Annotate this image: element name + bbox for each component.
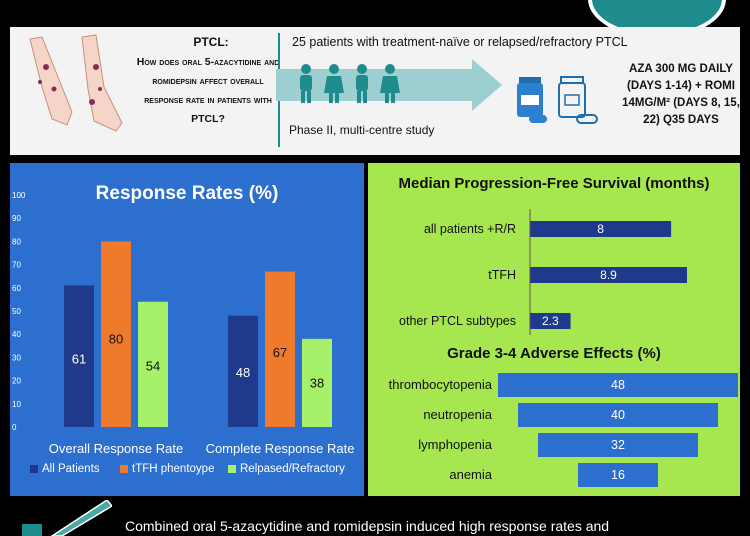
pfs-value-label: 8.9 (600, 268, 617, 282)
pfs-category-label: all patients +R/R (424, 222, 516, 236)
bar-value-label: 38 (310, 375, 324, 390)
y-tick-label: 10 (12, 400, 21, 409)
y-tick-label: 40 (12, 330, 21, 339)
outcomes-panel: Median Progression-Free Survival (months… (368, 163, 740, 496)
y-tick-label: 80 (12, 237, 21, 246)
ae-bar (498, 373, 738, 397)
legend-all-patients: All Patients (30, 463, 100, 475)
study-design: Phase II, multi-centre study (289, 123, 435, 137)
response-rates-panel: Response Rates (%) 0 10 20 30 40 50 60 70 80 90 10… (10, 163, 364, 496)
y-tick-label: 90 (12, 214, 21, 223)
patients-arrow-icon (276, 59, 502, 111)
ae-category-label: lymphopenia (418, 437, 492, 452)
pfs-bar (530, 313, 571, 329)
dose-regimen: AZA 300 MG DAILY (DAYS 1-14) + ROMI 14MG… (622, 63, 740, 126)
study-population: 25 patients with treatment-naïve or rela… (292, 35, 628, 49)
ae-value-label: 32 (611, 438, 625, 452)
skin-lesion-legs-icon (29, 34, 123, 132)
conclusion-text: Combined oral 5-azacytidine and romideps… (125, 518, 610, 534)
legend-tfh: tTFH phentoype (120, 463, 214, 475)
y-tick-label: 30 (12, 353, 21, 362)
y-tick-label: 50 (12, 307, 21, 316)
response-rates-chart: 0 10 20 30 40 50 60 70 80 90 100 61 80 54 Overall Resp… (12, 191, 355, 456)
bar-mark (302, 338, 332, 427)
response-rates-title: Response Rates (%) (95, 183, 279, 204)
pfs-bar (530, 267, 687, 283)
drug-bottles-icon (517, 76, 598, 124)
bar-value-label: 67 (273, 345, 287, 360)
ae-value-label: 16 (611, 468, 625, 482)
bar-value-label: 54 (146, 359, 160, 374)
pfs-category-label: tTFH (488, 268, 516, 282)
pfs-category-label: other PTCL subtypes (399, 314, 516, 328)
ae-bar (538, 433, 698, 457)
bar-value-label: 80 (109, 331, 123, 346)
legend-rr: Relpased/Refractory (228, 463, 345, 475)
legend-label-all: All Patients (42, 463, 100, 475)
legend-label-tfh: tTFH phentoype (132, 463, 215, 475)
ae-bar (578, 463, 658, 487)
x-category-label: Complete Response Rate (206, 441, 355, 456)
bar-mark (228, 315, 258, 427)
footer-conclusion: Combined oral 5-azacytidine and romideps… (0, 500, 750, 536)
bar-mark (64, 285, 94, 427)
question-text: How does oral 5-azacytidine and romideps… (136, 56, 280, 125)
y-tick-label: 100 (12, 191, 26, 200)
legend-swatch-rr (228, 464, 236, 473)
y-tick-label: 20 (12, 377, 21, 386)
pencil-check-icon (22, 500, 112, 536)
ae-value-label: 48 (611, 378, 625, 392)
y-tick-label: 0 (12, 423, 17, 432)
question-title: PTCL: (193, 35, 229, 49)
bar-value-label: 48 (236, 365, 250, 380)
ae-category-label: anemia (449, 467, 492, 482)
ae-category-label: neutropenia (423, 407, 492, 422)
bar-mark (101, 241, 131, 427)
legend-swatch-tfh (120, 464, 128, 473)
legend-swatch-all (30, 464, 38, 473)
bar-mark (138, 301, 168, 427)
pfs-and-ae-charts: all patients +R/R 8 tTFH 8.9 other PTCL subt… (389, 209, 738, 487)
ae-value-label: 40 (611, 408, 625, 422)
pfs-title: Median Progression-Free Survival (months… (398, 175, 710, 192)
pfs-value-label: 2.3 (542, 314, 559, 328)
pfs-value-label: 8 (597, 222, 604, 236)
adverse-effects-title: Grade 3-4 Adverse Effects (%) (447, 345, 661, 362)
y-tick-label: 70 (12, 261, 21, 270)
pfs-bar (530, 221, 672, 237)
ae-category-label: thrombocytopenia (389, 377, 493, 392)
legend-label-rr: Relpased/Refractory (240, 463, 345, 475)
y-tick-label: 60 (12, 284, 21, 293)
x-category-label: Overall Response Rate (49, 441, 183, 456)
bar-value-label: 61 (72, 351, 86, 366)
bar-mark (265, 271, 295, 427)
study-header: PTCL: How does oral 5-azacytidine and ro… (10, 27, 740, 155)
ae-bar (518, 403, 718, 427)
